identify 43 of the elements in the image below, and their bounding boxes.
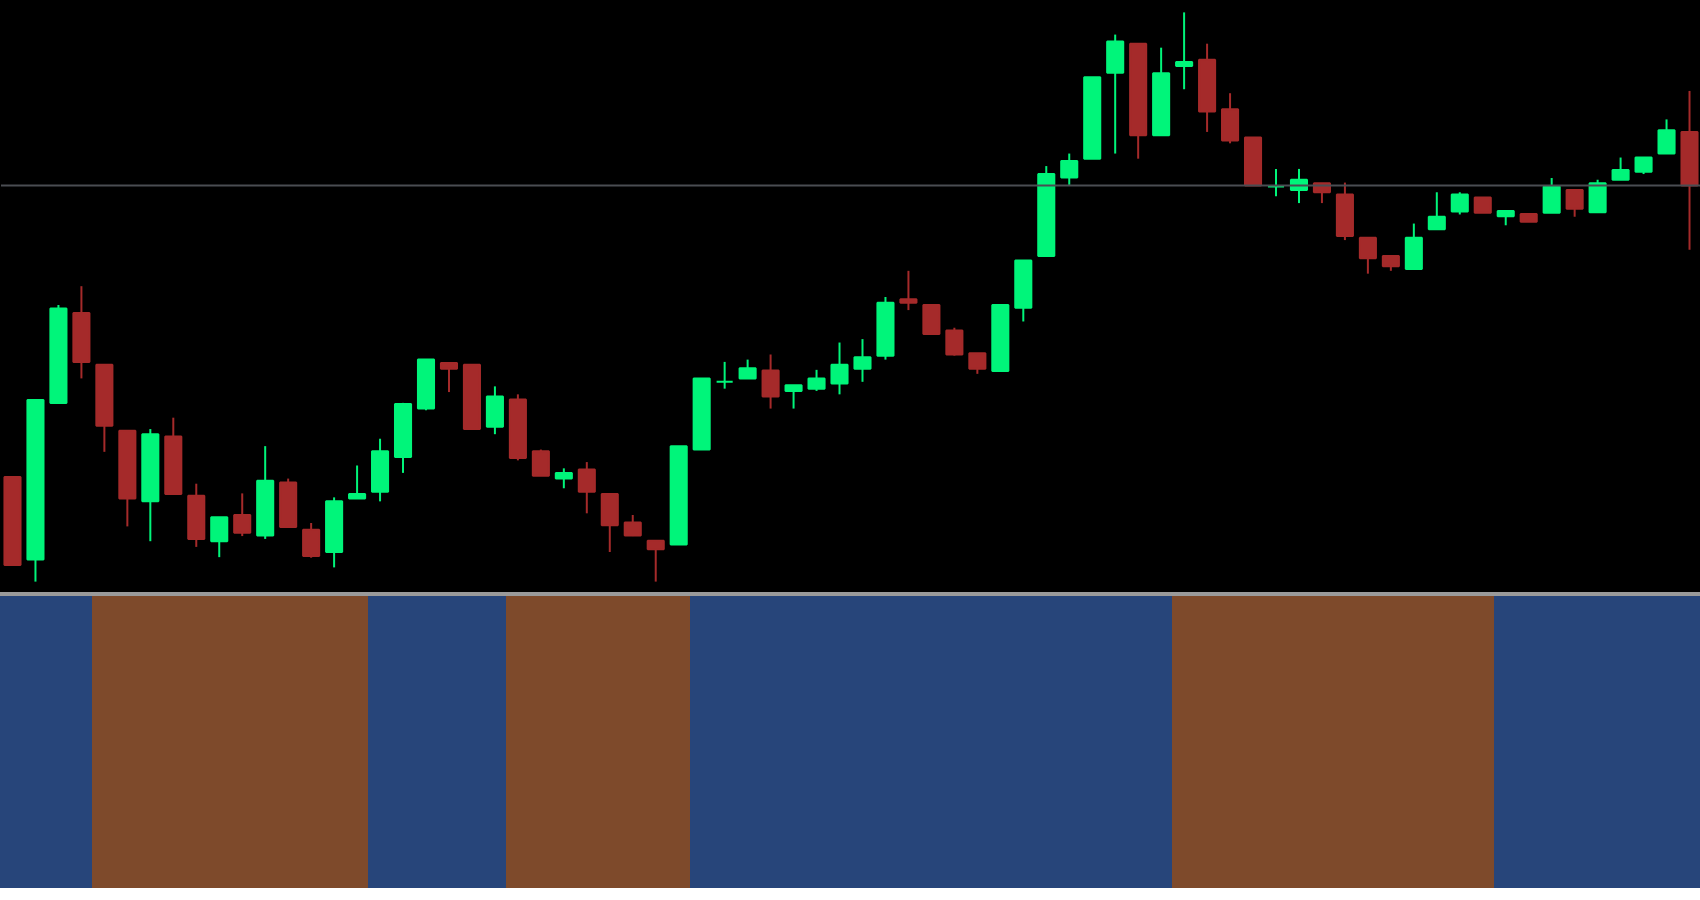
candlestick: [1427, 191, 1446, 231]
candlestick: [371, 437, 390, 503]
candlestick: [807, 368, 826, 392]
candlestick: [210, 516, 229, 559]
candlestick: [1266, 167, 1286, 198]
candlestick: [738, 358, 757, 380]
candlestick: [1611, 156, 1630, 181]
candlestick: [945, 326, 964, 357]
candlestick: [853, 338, 872, 383]
candlestick: [439, 362, 459, 394]
candlestick: [554, 467, 573, 490]
candlestick: [1060, 152, 1079, 186]
candlestick: [1588, 178, 1607, 214]
candlestick: [715, 360, 734, 390]
candlestick: [784, 384, 803, 410]
candlestick: [761, 353, 780, 410]
candlestick: [531, 448, 550, 477]
candlestick: [623, 514, 642, 538]
candlestick: [348, 464, 367, 500]
candlestick: [830, 341, 849, 396]
candlestick: [1106, 33, 1125, 155]
candlestick: [279, 477, 298, 528]
candlestick: [1542, 177, 1561, 214]
candlestick: [899, 269, 918, 312]
candlestick: [922, 303, 941, 335]
candlestick: [1175, 11, 1194, 91]
candlestick: [577, 461, 596, 515]
candlestick: [233, 492, 252, 538]
candlestick: [1358, 236, 1377, 275]
candlestick: [1565, 188, 1584, 218]
candlestick: [1335, 181, 1354, 242]
candlestick: [485, 385, 504, 436]
candlestick: [1243, 136, 1263, 187]
candlestick: [1404, 222, 1423, 271]
candlestick: [302, 521, 321, 559]
candlestick: [1014, 259, 1033, 323]
candlestick: [600, 492, 619, 554]
candlestick: [968, 352, 987, 375]
candlestick: [1221, 92, 1240, 145]
candlestick: [1657, 118, 1676, 155]
candlestick: [187, 482, 206, 548]
candlestick: [1450, 191, 1469, 216]
candlestick: [646, 539, 665, 583]
